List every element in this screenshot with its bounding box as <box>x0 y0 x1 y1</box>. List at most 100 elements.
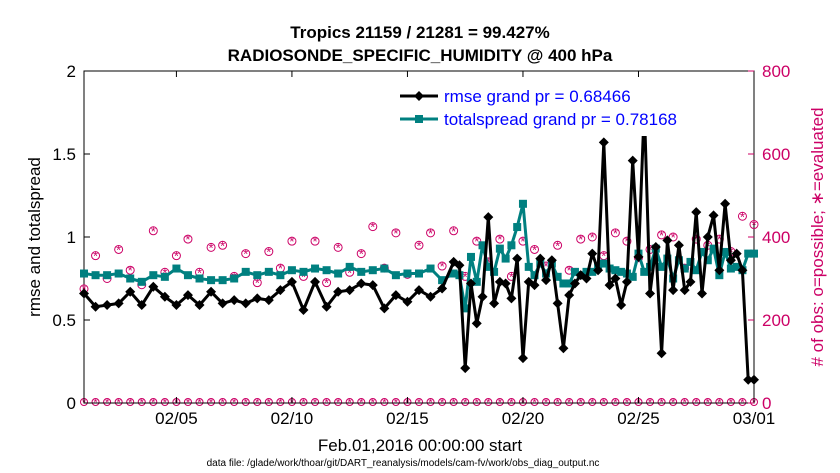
obs-evaluated-marker: * <box>509 269 514 284</box>
legend-rmse-label: rmse grand pr = 0.68466 <box>444 87 631 106</box>
obs-possible-bottom-marker <box>669 398 678 406</box>
rmse-point <box>506 293 517 304</box>
x-tick-label: 02/25 <box>617 409 660 428</box>
obs-possible-marker <box>183 234 193 244</box>
obs-possible-bottom-marker <box>126 398 135 406</box>
obs-possible-bottom-marker <box>726 398 735 406</box>
rmse-point <box>512 253 523 264</box>
obs-possible-marker <box>691 234 701 244</box>
obs-possible-marker <box>148 226 158 236</box>
obs-evaluated-marker: * <box>162 265 167 280</box>
rmse-point <box>725 255 736 266</box>
obs-possible-marker <box>576 234 586 244</box>
obs-evaluated-marker: * <box>440 259 445 274</box>
totalspread-point <box>698 247 707 256</box>
totalspread-point <box>160 272 169 281</box>
rmse-point <box>610 273 621 284</box>
rmse-point <box>598 137 609 148</box>
totalspread-point <box>195 274 204 283</box>
totalspread-point <box>114 269 123 278</box>
obs-evaluated-marker: * <box>463 269 468 284</box>
rmse-point <box>471 318 482 329</box>
totalspread-point <box>357 267 366 276</box>
rmse-point <box>743 374 754 385</box>
rmse-point <box>569 278 580 289</box>
obs-evaluated-marker: * <box>624 234 629 249</box>
x-tick-label: 02/15 <box>386 409 429 428</box>
y2-tick-label: 800 <box>762 62 790 81</box>
totalspread-point <box>628 272 637 281</box>
obs-possible-bottom-marker <box>472 398 481 406</box>
obs-possible-bottom-marker <box>334 398 343 406</box>
legend: rmse grand pr = 0.68466 totalspread gran… <box>395 80 750 136</box>
totalspread-point <box>91 271 100 280</box>
totalspread-point <box>253 271 262 280</box>
rmse-point <box>552 298 563 309</box>
rmse-point <box>679 285 690 296</box>
obs-possible-marker <box>472 236 482 246</box>
totalspread-point <box>241 267 250 276</box>
totalspread-point <box>524 262 533 271</box>
rmse-point <box>79 288 89 299</box>
y2-tick-label: 0 <box>762 394 771 413</box>
obs-possible-bottom-marker <box>183 398 192 406</box>
obs-possible-marker <box>437 261 447 271</box>
rmse-point <box>546 255 557 266</box>
y2-tick-label: 200 <box>762 311 790 330</box>
obs-possible-bottom-marker <box>738 398 747 406</box>
rmse-point <box>333 286 344 297</box>
rmse-point <box>731 248 742 259</box>
rmse-point <box>159 291 170 302</box>
rmse-point <box>229 295 240 306</box>
y-axis-label: rmse and totalspread <box>25 157 44 317</box>
rmse-point <box>627 155 638 166</box>
totalspread-point <box>299 267 308 276</box>
obs-possible-bottom-marker <box>449 398 458 406</box>
totalspread-point <box>391 271 400 280</box>
obs-evaluated-marker: * <box>174 249 179 264</box>
totalspread-point <box>426 264 435 273</box>
totalspread-point <box>207 276 216 285</box>
rmse-point <box>673 240 684 251</box>
y-tick-label: 0 <box>67 394 76 413</box>
rmse-point <box>90 301 101 312</box>
x-tick-label: 03/01 <box>733 409 776 428</box>
totalspread-point <box>726 264 735 273</box>
totalspread-point <box>472 277 481 286</box>
obs-possible-marker <box>657 230 667 240</box>
totalspread-point <box>680 264 689 273</box>
rmse-point <box>621 276 632 287</box>
rmse-point <box>310 276 321 287</box>
x-tick-label: 02/20 <box>502 409 545 428</box>
totalspread-point <box>570 267 579 276</box>
obs-evaluated-marker: * <box>278 261 283 276</box>
totalspread-point <box>80 269 88 278</box>
obs-possible-bottom-marker <box>160 398 169 406</box>
totalspread-point <box>103 271 112 280</box>
obs-possible-bottom-marker <box>391 398 400 406</box>
obs-possible-bottom-marker <box>380 398 389 406</box>
obs-possible-marker <box>737 211 747 221</box>
obs-evaluated-marker: * <box>416 238 421 253</box>
rmse-point <box>182 290 193 301</box>
totalspread-point <box>149 271 158 280</box>
obs-evaluated-marker: * <box>532 242 537 257</box>
obs-possible-bottom-marker <box>611 398 620 406</box>
obs-possible-bottom-marker <box>207 398 216 406</box>
obs-possible-bottom-marker <box>646 398 655 406</box>
rmse-point <box>125 286 136 297</box>
rmse-point <box>581 273 592 284</box>
totalspread-point <box>490 267 499 276</box>
obs-evaluated-marker: * <box>255 276 260 291</box>
totalspread-point <box>518 199 527 208</box>
y2-tick-label: 400 <box>762 228 790 247</box>
obs-evaluated-marker: * <box>359 247 364 262</box>
rmse-point <box>517 353 528 364</box>
rmse-point <box>500 278 511 289</box>
rmse-point <box>465 278 476 289</box>
y2-tick-label: 600 <box>762 145 790 164</box>
obs-possible-bottom-marker <box>91 398 100 406</box>
obs-possible-marker <box>414 240 424 250</box>
totalspread-point <box>513 223 522 232</box>
